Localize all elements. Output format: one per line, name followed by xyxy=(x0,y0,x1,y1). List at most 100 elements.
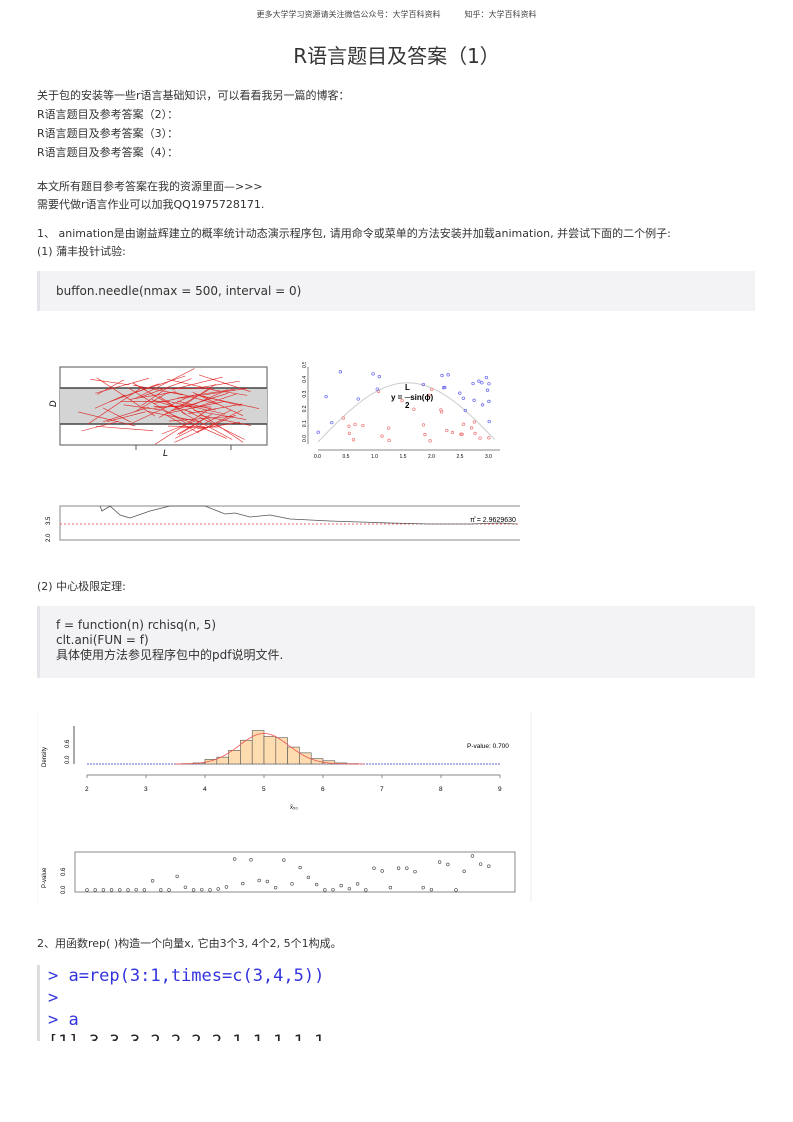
pvalue-point xyxy=(216,887,220,891)
scatter-point xyxy=(400,398,404,403)
intro-text: 关于包的安装等一些r语言基础知识，可以看看我另一篇的博客： xyxy=(37,89,350,102)
scatter-point xyxy=(351,438,356,442)
pvalue-point xyxy=(314,882,319,887)
x-ticks: 0.0 0.5 1.0 1.5 2.0 2.5 3.0 xyxy=(314,454,492,460)
console-line: > xyxy=(48,988,59,1008)
needle xyxy=(127,387,187,424)
pvalue-point xyxy=(224,885,229,889)
scatter-point xyxy=(446,373,450,377)
header-zhihu: 知乎：大学百科资料 xyxy=(464,10,537,19)
density-x-ticks: 2 3 4 5 6 7 8 9 xyxy=(85,775,502,793)
r-console-screenshot: > a=rep(3:1,times=c(3,4,5)) > > a [1] 3 … xyxy=(37,965,440,1041)
pvalue-point xyxy=(437,860,442,864)
scatter-point xyxy=(440,373,444,378)
scatter-point xyxy=(423,432,427,437)
scatter-point xyxy=(487,436,491,440)
x-tick-label: 1.0 xyxy=(371,454,378,460)
needle xyxy=(95,425,153,432)
pi-estimate-plot: 2.0 3.5 π̂ = 2.9629630 xyxy=(46,505,520,542)
link-answers-3[interactable]: R语言题目及参考答案（3）： xyxy=(37,127,179,140)
scatter-point xyxy=(480,403,485,407)
pvalue-point xyxy=(298,865,302,870)
needle xyxy=(188,403,243,414)
needle xyxy=(153,393,199,404)
scatter-point xyxy=(477,379,481,383)
pvalue-point xyxy=(405,866,409,870)
pvalue-point xyxy=(191,888,196,892)
pvalue-point xyxy=(183,885,188,889)
y-tick: 0.0 xyxy=(61,885,67,894)
needle xyxy=(128,396,190,425)
y-tick: 0.6 xyxy=(65,739,71,748)
y-label: D xyxy=(48,400,58,407)
plot-frame xyxy=(59,505,520,541)
density-curve xyxy=(175,732,365,765)
x-tick-label: 3 xyxy=(144,786,148,793)
y-tick-label: 0.0 xyxy=(302,435,308,442)
y-tick-label: 0.4 xyxy=(302,376,308,383)
scatter-point xyxy=(361,423,365,428)
scatter-point xyxy=(324,394,328,399)
needle xyxy=(186,404,244,443)
y-label: P-value xyxy=(42,867,48,888)
pvalue-point xyxy=(200,887,204,892)
scatter-point xyxy=(341,416,345,420)
pvalue-point xyxy=(388,885,393,890)
pvalue-point xyxy=(232,857,237,861)
needle xyxy=(78,411,136,427)
pvalue-point xyxy=(241,881,245,886)
x-tick-label: 6 xyxy=(321,786,325,793)
pvalue-point xyxy=(126,888,130,892)
link-answers-2[interactable]: R语言题目及参考答案（2）： xyxy=(37,108,179,121)
pvalue-point xyxy=(167,888,171,892)
needle xyxy=(96,377,156,417)
x-tick-label: 4 xyxy=(203,786,207,793)
pvalue-point xyxy=(454,888,458,892)
needle xyxy=(129,391,176,400)
link-answers-4[interactable]: R语言题目及参考答案（4）： xyxy=(37,146,179,159)
scatter-point xyxy=(460,432,464,436)
formula: y = ─sin(ϕ) xyxy=(391,393,433,402)
question-1-sub1: (1) 蒲丰投针试验: xyxy=(37,245,126,258)
scatter-point xyxy=(472,398,476,402)
needle xyxy=(158,395,187,415)
needle xyxy=(162,420,196,435)
scatter-point xyxy=(387,426,391,430)
scatter-point xyxy=(442,386,446,390)
pvalue-point xyxy=(290,882,294,886)
y-tick-label: 0.2 xyxy=(302,405,308,412)
scatter-point xyxy=(387,438,391,443)
needle xyxy=(90,379,130,386)
histogram-bar xyxy=(263,735,277,765)
scatter-point xyxy=(487,419,491,424)
x-tick-label: 9 xyxy=(498,786,502,793)
contact-note: 需要代做r语言作业可以加我QQ1975728171. xyxy=(37,198,265,211)
pvalue-point xyxy=(372,866,376,870)
needle xyxy=(140,378,192,398)
pvalue-point xyxy=(85,888,89,892)
scatter-point xyxy=(487,399,491,404)
needle xyxy=(121,375,186,398)
scatter-point xyxy=(458,391,462,395)
pvalue-points xyxy=(85,854,491,892)
page-title: R语言题目及答案（1） xyxy=(293,44,500,68)
pvalue-point xyxy=(175,874,179,879)
scatter-point xyxy=(430,387,434,392)
x-tick-label: 3.0 xyxy=(485,454,492,460)
pvalue-point xyxy=(323,888,327,892)
console-line: [1] 3 3 3 2 2 2 2 1 1 1 1 1 xyxy=(40,1031,440,1041)
needle xyxy=(123,404,163,411)
needle-plot: L D xyxy=(48,366,268,458)
console-line: > a=rep(3:1,times=c(3,4,5)) xyxy=(48,966,325,986)
needle xyxy=(182,388,248,399)
code-line: f = function(n) rchisq(n, 5) xyxy=(56,618,217,632)
pvalue-point xyxy=(257,878,261,883)
scatter-point xyxy=(375,387,379,391)
scatter-point xyxy=(459,432,463,436)
y-tick-label: 0.1 xyxy=(302,420,308,427)
needle xyxy=(146,410,201,423)
scatter-point xyxy=(450,430,455,435)
scatter-point xyxy=(380,434,384,438)
pvalue-point xyxy=(339,883,343,888)
scatter-point xyxy=(347,424,351,428)
